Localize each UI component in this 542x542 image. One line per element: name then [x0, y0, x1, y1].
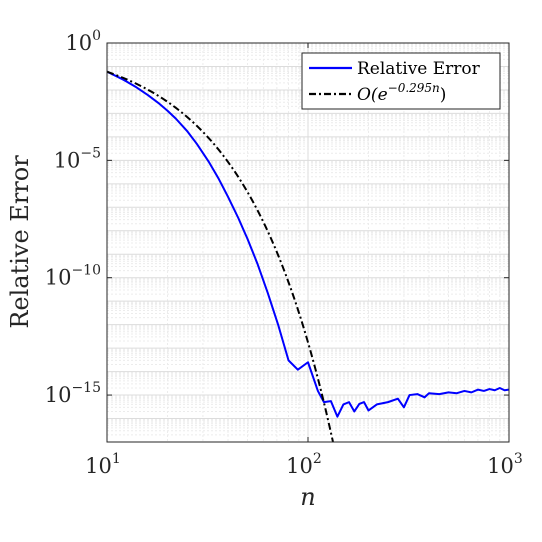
series-line-relative-error	[107, 70, 509, 418]
legend-fit-prefix: O(e	[357, 85, 388, 105]
x-axis-title: n	[300, 483, 315, 511]
legend-label-relative-error: Relative Error	[357, 59, 481, 79]
x-tick-label: 103	[487, 451, 523, 478]
legend-fit-suffix: )	[440, 85, 447, 105]
x-tick-label-base: 10	[487, 454, 514, 478]
y-tick-label-base: 10	[54, 148, 81, 172]
legend: Relative Error O(e−0.295n)	[301, 52, 501, 110]
y-tick-label: 100	[65, 28, 101, 55]
y-tick-label-exponent: −10	[71, 263, 101, 279]
y-axis-title: Relative Error	[6, 155, 34, 329]
y-tick-label-exponent: −5	[80, 145, 101, 161]
series-layer	[107, 70, 509, 442]
y-tick-label: 10−15	[45, 380, 101, 407]
y-tick-label-base: 10	[45, 383, 72, 407]
y-tick-label: 10−10	[45, 263, 101, 290]
x-tick-label-exponent: 3	[514, 451, 523, 467]
y-tick-label: 10−5	[54, 145, 101, 172]
legend-label-exponential-fit: O(e−0.295n)	[357, 81, 446, 105]
y-tick-label-exponent: −15	[71, 380, 101, 396]
grid	[107, 43, 509, 442]
y-tick-label-base: 10	[65, 31, 92, 55]
y-tick-label-base: 10	[45, 266, 72, 290]
x-tick-label-exponent: 2	[313, 451, 322, 467]
x-tick-label: 102	[286, 451, 322, 478]
series-line-exponential-fit	[107, 70, 335, 442]
x-tick-label-base: 10	[85, 454, 112, 478]
x-tick-label-base: 10	[286, 454, 313, 478]
ticks	[106, 42, 510, 442]
x-tick-label: 101	[85, 451, 121, 478]
y-tick-label-exponent: 0	[92, 28, 101, 44]
legend-fit-exponent: −0.295n	[388, 81, 440, 95]
x-tick-label-exponent: 1	[112, 451, 121, 467]
legend-box	[301, 52, 501, 110]
